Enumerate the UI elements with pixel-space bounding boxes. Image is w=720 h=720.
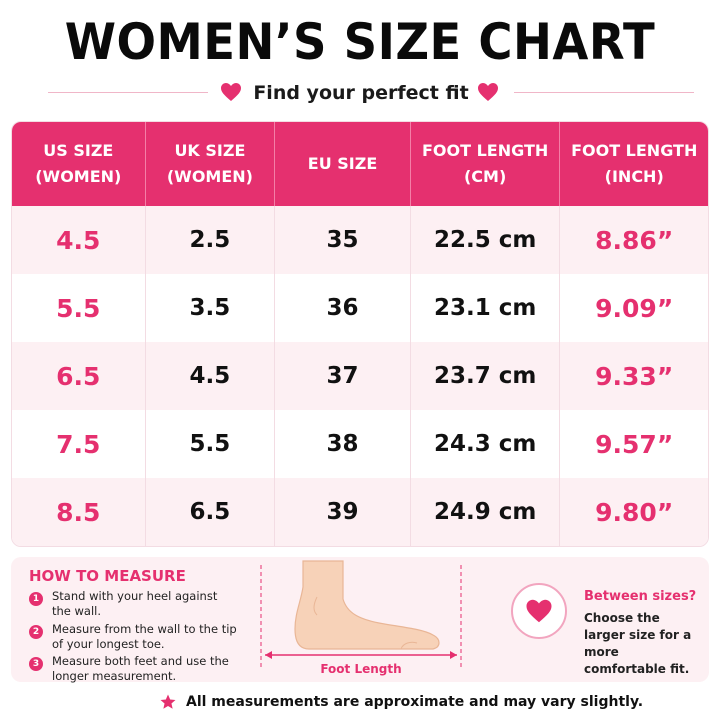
step-number-badge: 2 [29,625,43,639]
cell-foot-inch: 8.86” [595,225,674,255]
how-to-measure-title: HOW TO MEASURE [29,567,186,585]
cell-us-size: 5.5 [12,274,146,342]
table-row: 6.5 4.5 37 23.7 cm 9.33” [12,342,708,410]
cell-eu-size: 39 [275,478,411,546]
divider-line [48,92,208,93]
cell-foot-cm: 24.3 cm [411,410,561,478]
subtitle-row: Find your perfect fit [0,78,720,108]
cell-us-size: 4.5 [12,206,146,274]
divider-line [514,92,694,93]
header-sublabel: (WOMEN) [35,167,122,186]
table-row: 8.5 6.5 39 24.9 cm 9.80” [12,478,708,546]
cell-uk-size: 3.5 [146,274,276,342]
table-row: 4.5 2.5 35 22.5 cm 8.86” [12,206,708,274]
cell-uk-size: 4.5 [146,342,276,410]
header-sublabel: (INCH) [604,167,664,186]
header-label: UK SIZE [174,141,246,160]
step-text: Measure both feet and use the longer mea… [52,654,229,683]
heart-icon [478,83,498,101]
tip-badge [511,583,567,639]
header-label: FOOT LENGTH [421,141,549,160]
header-label: US SIZE [43,141,114,160]
table-row: 5.5 3.5 36 23.1 cm 9.09” [12,274,708,342]
foot-length-label: Foot Length [311,662,411,676]
cell-foot-inch: 9.80” [595,497,674,527]
page-title: WOMEN’S SIZE CHART [64,13,656,71]
header-label: EU SIZE [307,154,378,173]
cell-us-size: 7.5 [12,410,146,478]
header-eu-size: EU SIZE [275,122,411,206]
header-sublabel: (WOMEN) [166,167,253,186]
cell-eu-size: 35 [275,206,411,274]
step-text: Measure from the wall to the tip of your… [52,622,237,651]
cell-foot-cm: 23.1 cm [411,274,561,342]
header-uk-size: UK SIZE (WOMEN) [146,122,276,206]
cell-uk-size: 5.5 [146,410,276,478]
tip-text: Choose the larger size for a more comfor… [584,611,692,676]
header-sublabel: (CM) [463,167,507,186]
header-label: FOOT LENGTH [571,141,698,160]
size-table: US SIZE (WOMEN) UK SIZE (WOMEN) EU SIZE FO… [11,121,709,547]
cell-uk-size: 2.5 [146,206,276,274]
cell-eu-size: 38 [275,410,411,478]
step-number-badge: 1 [29,592,43,606]
header-foot-length-cm: FOOT LENGTH (CM) [411,122,561,206]
header-us-size: US SIZE (WOMEN) [12,122,146,206]
table-row: 7.5 5.5 38 24.3 cm 9.57” [12,410,708,478]
cell-us-size: 6.5 [12,342,146,410]
step-number-badge: 3 [29,657,43,671]
cell-eu-size: 37 [275,342,411,410]
heart-icon [221,83,241,101]
star-icon [160,694,176,709]
cell-foot-cm: 22.5 cm [411,206,561,274]
foot-illustration [260,560,462,669]
cell-foot-inch: 9.57” [595,429,674,459]
cell-foot-cm: 23.7 cm [411,342,561,410]
cell-eu-size: 36 [275,274,411,342]
cell-foot-cm: 24.9 cm [411,478,561,546]
heart-icon [526,599,552,623]
how-to-measure-panel: HOW TO MEASURE 1 Stand with your heel ag… [11,557,709,683]
cell-foot-inch: 9.09” [595,293,674,323]
step-text: Stand with your heel against the wall. [52,589,218,618]
header-foot-length-inch: FOOT LENGTH (INCH) [560,122,708,206]
cell-uk-size: 6.5 [146,478,276,546]
cell-us-size: 8.5 [12,478,146,546]
cell-foot-inch: 9.33” [595,361,674,391]
tip-title: Between sizes? [584,589,697,604]
subtitle: Find your perfect fit [253,82,469,104]
table-header: US SIZE (WOMEN) UK SIZE (WOMEN) EU SIZE FO… [12,122,708,206]
footnote-text: All measurements are approximate and may… [186,694,644,710]
footnote: All measurements are approximate and may… [0,690,720,714]
